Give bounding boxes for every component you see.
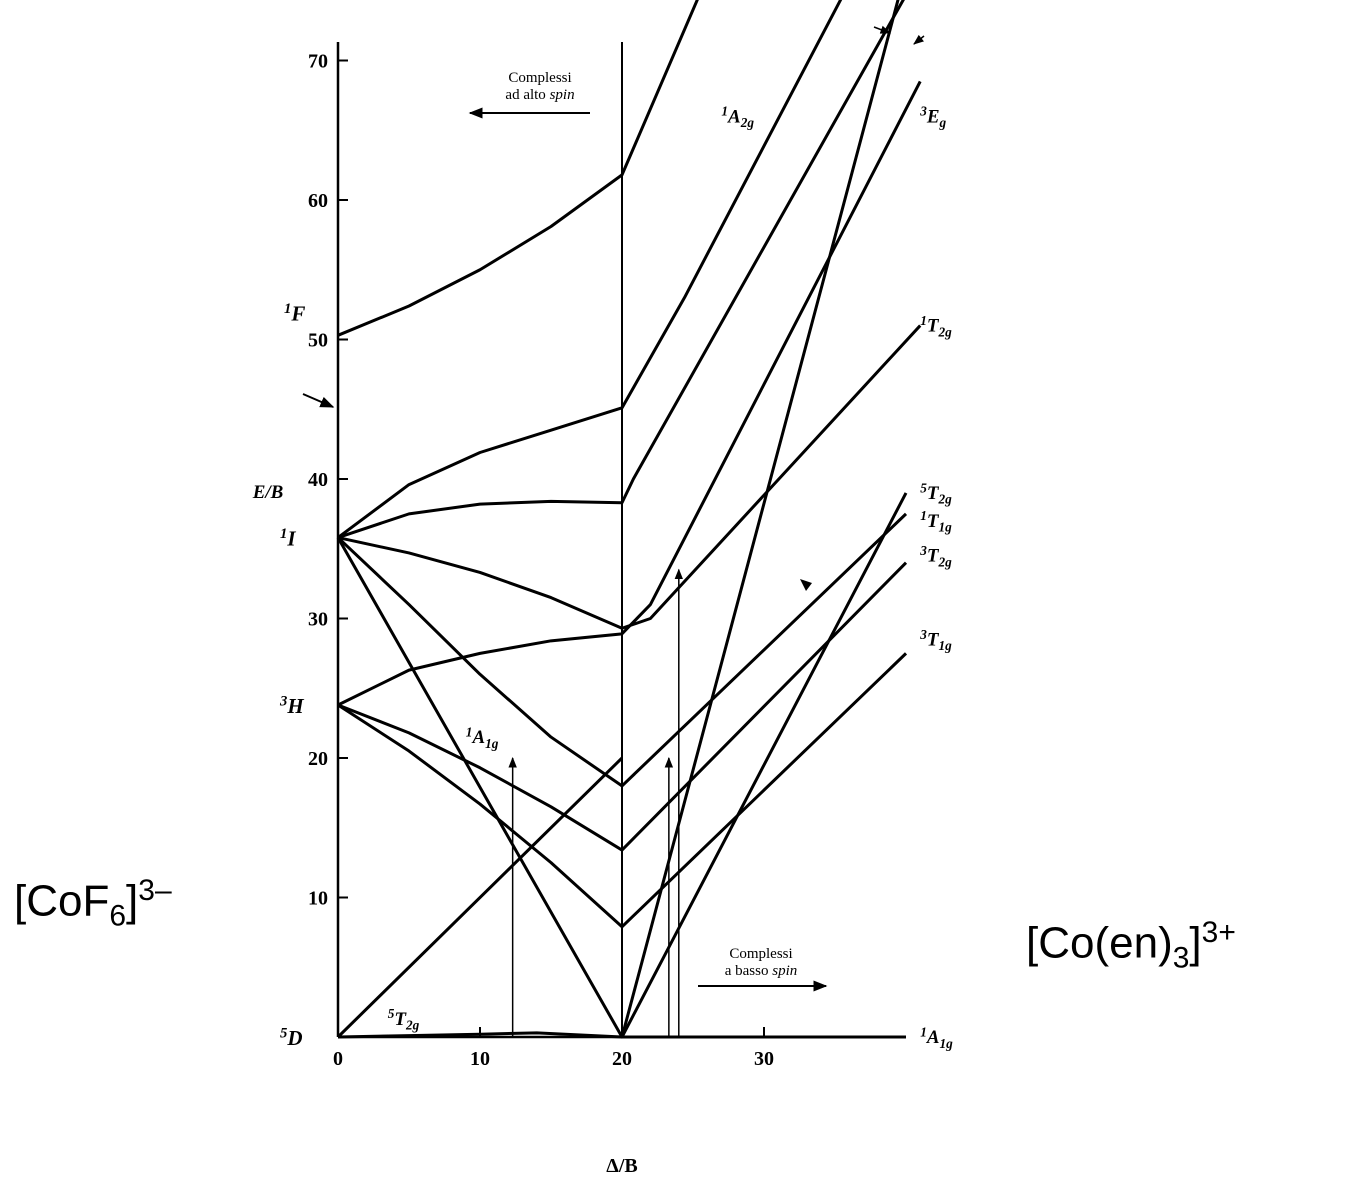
complex-label-right: [Co(en)3]3+	[1026, 916, 1236, 975]
y-tick-label: 40	[308, 469, 328, 491]
series-line	[337, 0, 843, 539]
series-label: 1A2g	[721, 104, 754, 130]
series-label: 3Eg	[919, 104, 946, 130]
complex-label-left: [CoF6]3–	[14, 874, 172, 933]
series-label: 1T2g	[920, 313, 952, 339]
series-line	[337, 0, 905, 540]
x-tick-label: 20	[612, 1048, 632, 1070]
series-layer	[336, 0, 922, 1039]
term-pointer-arrow	[302, 393, 335, 408]
series-line	[337, 0, 699, 337]
y-tick-label: 20	[308, 748, 328, 770]
x-tick-label: 0	[333, 1048, 343, 1070]
series-label: 3T1g	[919, 627, 952, 653]
scan-mark	[800, 579, 812, 591]
series-label: 5T2g	[920, 480, 952, 506]
eg-pointer-arrow	[913, 34, 925, 45]
labels-layer: 1A2g1A2g5Eg1Eg3Eg1T2g5T2g1T1g3T2g3T1g1A1…	[279, 25, 953, 1051]
series-line	[336, 512, 908, 788]
series-line	[337, 80, 922, 707]
y-tick-label: 10	[308, 888, 328, 910]
eg-pointer-arrow	[873, 25, 891, 34]
x-axis-label: Δ/B	[606, 1155, 637, 1177]
y-tick-label: 30	[308, 609, 328, 631]
axes: 10 20 30 40 50 60 70 0 10 20 30 Δ/B E/B	[252, 42, 902, 1177]
inline-series-label: 5T2g	[388, 1006, 420, 1032]
series-label: 1A1g	[920, 1024, 953, 1050]
free-ion-term: 5D	[280, 1026, 303, 1050]
series-label: 1T1g	[920, 508, 952, 534]
low-spin-line2: a basso spin	[725, 963, 798, 979]
low-spin-line1: Complessi	[729, 946, 792, 962]
y-axis-label: E/B	[252, 482, 284, 503]
free-ion-term: 1I	[280, 526, 296, 550]
y-tick-label: 70	[308, 51, 328, 73]
y-tick-label: 60	[308, 190, 328, 212]
inline-series-label: 1A1g	[466, 724, 499, 750]
series-line	[336, 756, 624, 1039]
series-line	[337, 324, 922, 630]
high-spin-line2: ad alto spin	[505, 87, 574, 103]
x-tick-label: 30	[754, 1048, 774, 1070]
y-tick-label: 50	[308, 330, 328, 352]
high-spin-line1: Complessi	[508, 70, 571, 86]
series-label: 3T2g	[919, 543, 952, 569]
x-tick-label: 10	[470, 1048, 490, 1070]
free-ion-term: 3H	[279, 694, 304, 718]
free-ion-term: 1F	[284, 301, 305, 325]
